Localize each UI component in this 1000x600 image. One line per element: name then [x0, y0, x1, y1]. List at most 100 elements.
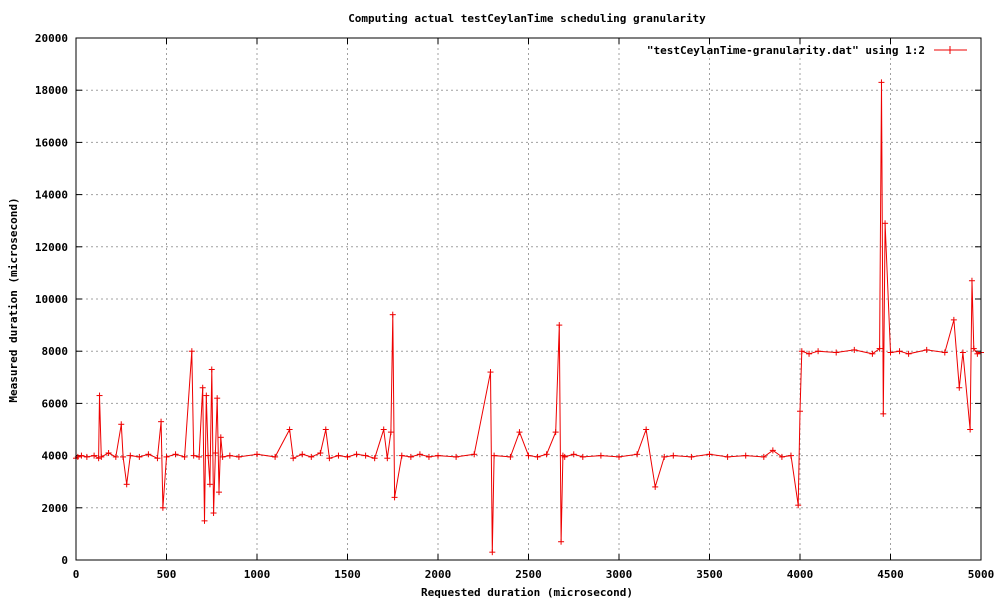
data-point [543, 451, 550, 458]
data-point [970, 345, 977, 352]
data-point [487, 369, 494, 376]
data-point [670, 452, 677, 459]
data-point [272, 453, 279, 460]
data-point [98, 453, 105, 460]
data-point [120, 453, 127, 460]
data-point [795, 502, 802, 509]
chart-title: Computing actual testCeylanTime scheduli… [348, 12, 706, 25]
data-point [974, 350, 981, 357]
data-point [769, 447, 776, 454]
data-point [778, 453, 785, 460]
data-point [435, 452, 441, 459]
data-point [163, 453, 170, 460]
data-point [787, 452, 794, 459]
data-point [290, 455, 297, 462]
data-point [534, 453, 541, 460]
x-tick-label: 2500 [515, 568, 542, 581]
data-point [561, 453, 568, 460]
series-layer [73, 79, 984, 556]
data-point [516, 429, 523, 436]
data-point [362, 452, 369, 459]
grid-lines [76, 38, 981, 560]
data-point [208, 366, 215, 373]
data-point [206, 481, 213, 488]
data-point [215, 489, 222, 496]
data-point [616, 453, 622, 460]
data-point [652, 483, 659, 490]
y-tick-label: 10000 [35, 293, 68, 306]
data-point [959, 349, 966, 356]
data-point [471, 451, 478, 458]
data-point [570, 451, 577, 458]
data-point [760, 453, 767, 460]
data-point [254, 451, 260, 458]
data-point [688, 453, 695, 460]
legend: "testCeylanTime-granularity.dat" using 1… [647, 44, 967, 57]
x-tick-label: 500 [157, 568, 177, 581]
y-axis-label: Measured duration (microsecond) [7, 197, 20, 402]
data-point [923, 346, 930, 353]
data-point [154, 455, 161, 462]
data-point [724, 453, 731, 460]
data-point [407, 453, 414, 460]
data-point [661, 453, 668, 460]
plot-frame [75, 37, 982, 561]
data-point [391, 494, 398, 501]
data-point [416, 451, 423, 458]
data-point [214, 395, 221, 402]
data-point [941, 349, 948, 356]
data-point [299, 451, 306, 458]
y-tick-label: 8000 [42, 345, 69, 358]
y-tick-label: 2000 [42, 502, 69, 515]
y-tick-label: 14000 [35, 189, 68, 202]
data-point [815, 348, 822, 355]
y-tick-label: 12000 [35, 241, 68, 254]
data-point [797, 408, 803, 415]
data-point [326, 455, 333, 462]
data-point [597, 452, 604, 459]
data-point [489, 549, 496, 556]
data-point [235, 453, 242, 460]
data-point [425, 453, 432, 460]
data-point [525, 452, 532, 459]
data-point [172, 451, 179, 458]
data-point [453, 453, 460, 460]
x-tick-label: 0 [73, 568, 80, 581]
data-point [956, 384, 963, 391]
data-point [159, 504, 166, 511]
data-point [833, 349, 840, 356]
y-axis-ticks: 0 2000 4000 6000 8000 10000 12000 14000 16000 180… [35, 32, 981, 567]
data-point [887, 349, 894, 356]
data-point [851, 346, 858, 353]
data-point [308, 453, 315, 460]
data-point [882, 220, 889, 227]
data-point [286, 426, 293, 433]
data-point [896, 348, 903, 355]
data-point [210, 510, 217, 517]
data-point [706, 451, 713, 458]
data-point [335, 452, 342, 459]
data-point [118, 421, 125, 428]
data-point [219, 453, 226, 460]
x-tick-label: 2000 [425, 568, 452, 581]
data-point [869, 350, 876, 357]
data-point [491, 452, 498, 459]
x-tick-label: 3000 [606, 568, 633, 581]
data-point [950, 316, 957, 323]
data-point [83, 453, 90, 460]
data-point [344, 453, 351, 460]
data-point [105, 449, 112, 456]
data-point [145, 451, 152, 458]
y-tick-label: 4000 [42, 450, 69, 463]
y-tick-label: 20000 [35, 32, 68, 45]
data-point [371, 455, 378, 462]
data-point [558, 538, 565, 545]
data-point [201, 517, 208, 524]
data-point [876, 345, 883, 352]
data-point [136, 453, 143, 460]
legend-entry: "testCeylanTime-granularity.dat" using 1… [647, 44, 925, 57]
x-axis-ticks: 0 500 1000 1500 2000 2500 3000 3500 4000 4500 5000 [73, 38, 994, 581]
data-point [205, 452, 212, 459]
data-point [798, 348, 805, 355]
